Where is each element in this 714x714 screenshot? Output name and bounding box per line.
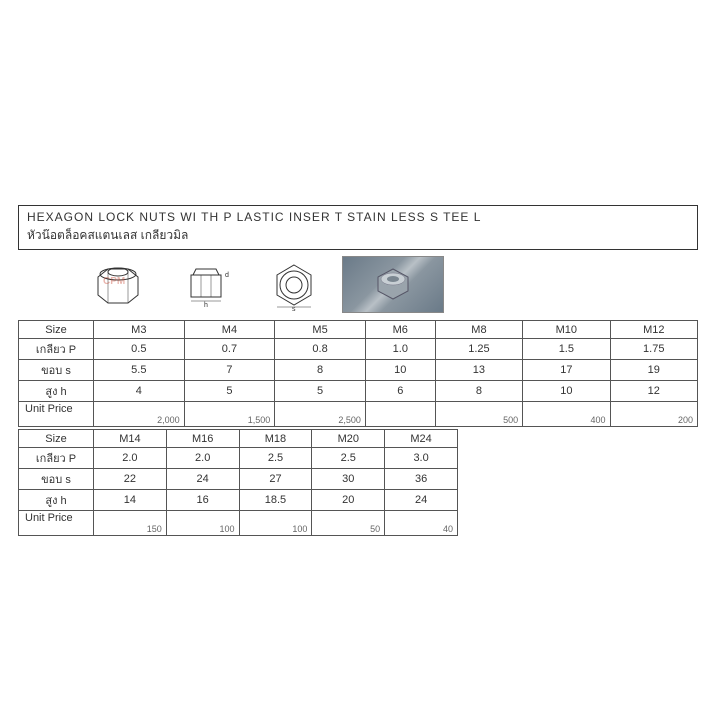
row-label-pitch: เกลียว P	[19, 448, 94, 469]
title-english: HEXAGON LOCK NUTS WI TH P LASTIC INSER T…	[27, 210, 689, 224]
cell: 40	[385, 511, 458, 536]
row-label-height: สูง h	[19, 381, 94, 402]
cell: 18.5	[239, 490, 312, 511]
table-row: ขอบ s 22 24 27 30 36	[19, 469, 458, 490]
cell: 6	[365, 381, 435, 402]
cell: M20	[312, 430, 385, 448]
cell: 1.75	[610, 339, 697, 360]
cell: 4	[94, 381, 185, 402]
cell	[365, 402, 435, 427]
cell: 2.0	[166, 448, 239, 469]
cell: 0.7	[184, 339, 275, 360]
cell: 8	[275, 360, 366, 381]
cell: 2.5	[312, 448, 385, 469]
cell: M10	[523, 321, 610, 339]
cell: M16	[166, 430, 239, 448]
row-label-price: Unit Price	[19, 402, 94, 427]
cell: 1,500	[184, 402, 275, 427]
cell: 36	[385, 469, 458, 490]
cell: 1.25	[435, 339, 522, 360]
cell: 10	[365, 360, 435, 381]
table-row: Size M3 M4 M5 M6 M8 M10 M12	[19, 321, 698, 339]
table-row: ขอบ s 5.5 7 8 10 13 17 19	[19, 360, 698, 381]
spec-table-1: Size M3 M4 M5 M6 M8 M10 M12 เกลียว P 0.5…	[18, 320, 698, 427]
title-thai: หัวน๊อตล็อคสแตนเลส เกลียวมิล	[27, 226, 689, 245]
cell: 2,000	[94, 402, 185, 427]
cell: 22	[94, 469, 167, 490]
cell: 10	[523, 381, 610, 402]
cell: M18	[239, 430, 312, 448]
cell: 30	[312, 469, 385, 490]
spec-sheet: HEXAGON LOCK NUTS WI TH P LASTIC INSER T…	[18, 205, 698, 536]
row-label-pitch: เกลียว P	[19, 339, 94, 360]
cell: M5	[275, 321, 366, 339]
cell: 24	[385, 490, 458, 511]
row-label-edge: ขอบ s	[19, 360, 94, 381]
nut-side-icon: h d	[166, 254, 246, 314]
cell: M12	[610, 321, 697, 339]
cell: 5.5	[94, 360, 185, 381]
row-label-size: Size	[19, 321, 94, 339]
cell: 5	[275, 381, 366, 402]
cell: 17	[523, 360, 610, 381]
cell: 1.0	[365, 339, 435, 360]
cell: 3.0	[385, 448, 458, 469]
cell: 2.5	[239, 448, 312, 469]
cell: 12	[610, 381, 697, 402]
cell: 19	[610, 360, 697, 381]
cell: 5	[184, 381, 275, 402]
cell: 2.0	[94, 448, 167, 469]
nut-top-icon: s	[254, 254, 334, 314]
table-row-price: Unit Price 2,000 1,500 2,500 500 400 200	[19, 402, 698, 427]
cell: 1.5	[523, 339, 610, 360]
cell: 16	[166, 490, 239, 511]
cell: 7	[184, 360, 275, 381]
table-row: สูง h 14 16 18.5 20 24	[19, 490, 458, 511]
nut-photo	[342, 256, 444, 313]
row-label-height: สูง h	[19, 490, 94, 511]
table-row: เกลียว P 0.5 0.7 0.8 1.0 1.25 1.5 1.75	[19, 339, 698, 360]
table-row-price: Unit Price 150 100 100 50 40	[19, 511, 458, 536]
cell: 50	[312, 511, 385, 536]
cell: 0.8	[275, 339, 366, 360]
cell: 500	[435, 402, 522, 427]
cell: M3	[94, 321, 185, 339]
cell: 13	[435, 360, 522, 381]
spec-table-2: Size M14 M16 M18 M20 M24 เกลียว P 2.0 2.…	[18, 429, 458, 536]
cell: M8	[435, 321, 522, 339]
cell: 150	[94, 511, 167, 536]
cell: 20	[312, 490, 385, 511]
cell: 100	[239, 511, 312, 536]
table-row: เกลียว P 2.0 2.0 2.5 2.5 3.0	[19, 448, 458, 469]
cell: M4	[184, 321, 275, 339]
row-label-edge: ขอบ s	[19, 469, 94, 490]
row-label-price: Unit Price	[19, 511, 94, 536]
cell: M24	[385, 430, 458, 448]
cell: 14	[94, 490, 167, 511]
diagram-row: CPM h d s	[78, 254, 698, 314]
cell: 24	[166, 469, 239, 490]
nut-isometric-icon: CPM	[78, 254, 158, 314]
table-row: Size M14 M16 M18 M20 M24	[19, 430, 458, 448]
svg-text:h: h	[204, 302, 208, 309]
watermark: CPM	[103, 276, 125, 287]
header-box: HEXAGON LOCK NUTS WI TH P LASTIC INSER T…	[18, 205, 698, 250]
cell: 2,500	[275, 402, 366, 427]
table-row: สูง h 4 5 5 6 8 10 12	[19, 381, 698, 402]
cell: M14	[94, 430, 167, 448]
cell: 400	[523, 402, 610, 427]
cell: 0.5	[94, 339, 185, 360]
svg-text:d: d	[225, 272, 229, 279]
row-label-size: Size	[19, 430, 94, 448]
cell: M6	[365, 321, 435, 339]
cell: 27	[239, 469, 312, 490]
cell: 200	[610, 402, 697, 427]
cell: 8	[435, 381, 522, 402]
cell: 100	[166, 511, 239, 536]
